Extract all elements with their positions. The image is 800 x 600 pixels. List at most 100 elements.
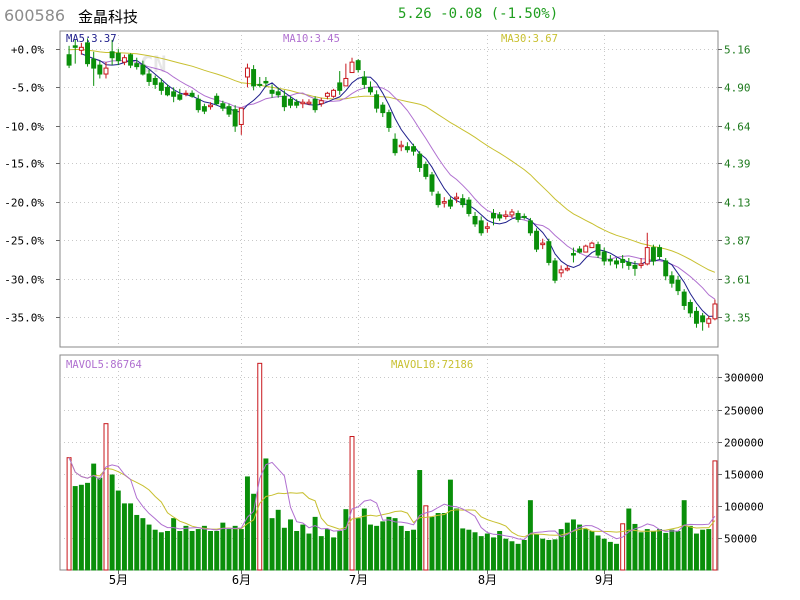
candle-body — [577, 248, 583, 253]
right-tick-label: 3.35 — [724, 312, 751, 325]
mavol5-line — [68, 457, 716, 541]
volume-bar — [663, 532, 669, 571]
candle-body — [238, 107, 244, 125]
candle-body — [158, 82, 164, 91]
right-tick-label: 4.64 — [724, 121, 751, 134]
candle-body — [294, 101, 300, 106]
volume-bar — [165, 530, 170, 571]
volume-bar — [195, 529, 201, 571]
candle-body — [441, 201, 447, 204]
candle-body — [706, 318, 712, 324]
candles — [66, 38, 718, 331]
axis-labels: +0.0% 5.16 -5.0% 4.90 -10.0% 4.64 -15.0% 4.39 -2… — [4, 33, 764, 587]
left-tick-label: -15.0% — [4, 158, 44, 171]
volume-tick-label: 50000 — [724, 533, 757, 546]
volume-bar — [570, 519, 576, 571]
volume-bar — [509, 541, 515, 571]
volume-tick-label: 150000 — [724, 469, 764, 482]
volume-bar — [454, 508, 460, 571]
volume-bar — [374, 525, 380, 571]
candle-body — [626, 261, 632, 266]
right-tick-label: 4.13 — [724, 197, 751, 210]
month-label: 9月 — [595, 573, 614, 587]
volume-bar — [380, 521, 386, 571]
ma30-line — [69, 49, 716, 273]
volume-bar — [275, 509, 281, 571]
candle-body — [503, 214, 509, 217]
candle-body — [324, 92, 330, 97]
candle-body — [361, 76, 367, 85]
volume-average-lines — [68, 457, 716, 541]
volume-bar — [263, 458, 269, 571]
candle-body — [466, 199, 472, 214]
volume-bar — [521, 539, 527, 571]
volume-bar — [540, 538, 546, 571]
volume-bar — [417, 470, 423, 571]
candle-body — [423, 164, 429, 177]
stock-name: 金晶科技 — [78, 8, 139, 26]
candle-body — [663, 260, 669, 277]
volume-bar — [614, 543, 619, 571]
candle-body — [300, 101, 306, 105]
volume-tick-label: 100000 — [724, 501, 764, 514]
candle-body — [177, 94, 183, 100]
volume-bar — [447, 479, 453, 571]
candle-body — [595, 244, 601, 256]
candle-body — [429, 174, 435, 192]
volume-bar — [337, 530, 343, 571]
volume-bar — [675, 530, 681, 571]
volume-bar — [626, 508, 632, 571]
month-label: 5月 — [109, 573, 128, 587]
volume-bar — [657, 529, 663, 571]
volume-bar — [472, 532, 478, 571]
candle-body — [349, 61, 355, 74]
candle-body — [620, 258, 626, 263]
right-tick-label: 5.16 — [724, 44, 751, 57]
candle-body — [583, 245, 589, 253]
price-indicator-label: MA10:3.45 — [283, 33, 340, 45]
volume-bar — [712, 460, 718, 571]
volume-bar — [331, 537, 337, 571]
candle-body — [675, 279, 681, 292]
candle-body — [288, 98, 293, 106]
volume-bar — [368, 524, 373, 571]
candle-body — [546, 241, 552, 263]
volume-bar — [85, 482, 90, 571]
candle-body — [165, 86, 170, 96]
left-tick-label: -30.0% — [4, 274, 44, 287]
month-label: 8月 — [478, 573, 497, 587]
volume-bar — [398, 525, 404, 571]
right-tick-label: 4.90 — [724, 82, 751, 95]
candle-body — [614, 260, 619, 265]
volume-bar — [226, 529, 232, 571]
volume-bar — [208, 530, 214, 571]
volume-bar — [238, 529, 244, 571]
volume-bar — [558, 529, 564, 571]
volume-bar — [189, 530, 195, 571]
candle-body — [398, 144, 404, 148]
candle-body — [386, 112, 392, 128]
volume-indicator-label: MAVOL5:86764 — [66, 359, 142, 371]
volume-bar — [281, 527, 287, 571]
candle-body — [208, 104, 214, 108]
candle-body — [380, 104, 386, 114]
candle-body — [97, 64, 103, 75]
candle-body — [275, 91, 281, 96]
candle-body — [447, 199, 453, 207]
left-tick-label: +0.0% — [11, 44, 44, 57]
volume-bar — [595, 535, 601, 571]
volume-bar — [183, 525, 189, 571]
candle-body — [454, 196, 460, 200]
volume-bar — [220, 522, 226, 571]
volume-bar — [681, 500, 687, 571]
candle-body — [183, 92, 189, 95]
volume-bar — [201, 525, 207, 571]
candle-body — [700, 315, 706, 323]
candle-body — [232, 109, 238, 127]
volume-bar — [66, 457, 72, 571]
volume-bar — [312, 516, 318, 571]
candle-body — [527, 220, 533, 234]
volume-bar — [288, 519, 293, 571]
candle-body — [368, 86, 373, 93]
header: 600586 金晶科技 5.26 -0.08 (-1.50%) — [0, 0, 800, 30]
